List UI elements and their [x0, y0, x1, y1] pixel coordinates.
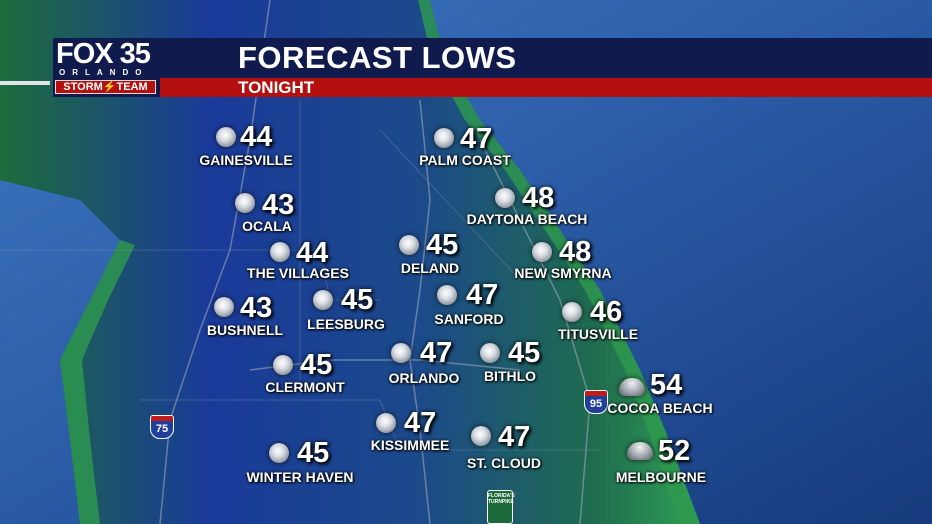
low-temperature: 45 — [508, 337, 541, 369]
low-temperature: 48 — [559, 236, 592, 268]
moon-icon — [434, 128, 454, 148]
moon-icon — [273, 355, 293, 375]
moon-icon — [269, 443, 289, 463]
moon-icon — [399, 235, 419, 255]
city-name: ST. CLOUD — [467, 455, 541, 471]
moon-icon — [437, 285, 457, 305]
low-temperature: 47 — [404, 407, 437, 439]
moon-icon — [216, 127, 236, 147]
partly-cloudy-night-icon — [627, 442, 653, 460]
city-name: CLERMONT — [265, 379, 345, 395]
low-temperature: 45 — [300, 349, 333, 381]
west-coast-strip — [60, 240, 135, 524]
low-temperature: 54 — [650, 369, 683, 401]
low-temperature: 47 — [420, 337, 453, 369]
moon-icon — [480, 343, 500, 363]
page-subtitle: TONIGHT — [238, 78, 315, 97]
low-temperature: 43 — [240, 292, 273, 324]
logo-team: STORM⚡TEAM — [55, 80, 156, 94]
city-name: DELAND — [400, 260, 460, 276]
moon-icon — [235, 193, 255, 213]
subheader-bar — [160, 78, 932, 97]
low-temperature: 44 — [296, 237, 329, 269]
header-bar — [160, 38, 932, 78]
moon-icon — [391, 343, 411, 363]
interstate-shield-icon: 75 — [150, 415, 174, 439]
moon-icon — [214, 297, 234, 317]
city-name: PALM COAST — [419, 152, 511, 168]
coast-strip — [418, 0, 700, 524]
city-name: BITHLO — [483, 368, 537, 384]
logo-station: FOX 35 — [56, 38, 151, 70]
city-name: THE VILLAGES — [247, 265, 349, 281]
city-name: TITUSVILLE — [557, 326, 639, 342]
header-accent-line — [0, 81, 50, 85]
moon-icon — [376, 413, 396, 433]
city-name: SANFORD — [434, 311, 504, 327]
low-temperature: 52 — [658, 435, 691, 467]
city-name: NEW SMYRNA — [514, 265, 612, 281]
low-temperature: 45 — [297, 437, 330, 469]
page-title: FORECAST LOWS — [238, 40, 517, 75]
land — [0, 0, 700, 524]
city-name: ORLANDO — [388, 370, 460, 386]
low-temperature: 45 — [426, 229, 459, 261]
moon-icon — [495, 188, 515, 208]
moon-icon — [313, 290, 333, 310]
station-logo: FOX 35 ORLANDO STORM⚡TEAM — [53, 38, 160, 97]
low-temperature: 47 — [498, 421, 531, 453]
low-temperature: 46 — [590, 296, 623, 328]
city-name: OCALA — [242, 218, 292, 234]
city-name: WINTER HAVEN — [246, 469, 354, 485]
low-temperature: 47 — [466, 279, 499, 311]
low-temperature: 48 — [522, 182, 555, 214]
partly-cloudy-night-icon — [619, 378, 645, 396]
moon-icon — [532, 242, 552, 262]
city-name: GAINESVILLE — [199, 152, 293, 168]
moon-icon — [562, 302, 582, 322]
city-name: MELBOURNE — [615, 469, 707, 485]
city-name: LEESBURG — [307, 316, 385, 332]
logo-city: ORLANDO — [59, 68, 149, 77]
turnpike-sign-icon: FLORIDA'S TURNPIKE — [487, 490, 515, 524]
low-temperature: 44 — [240, 121, 273, 153]
moon-icon — [270, 242, 290, 262]
city-name: BUSHNELL — [206, 322, 284, 338]
low-temperature: 47 — [460, 123, 493, 155]
moon-icon — [471, 426, 491, 446]
low-temperature: 45 — [341, 284, 374, 316]
interstate-shield-icon: 95 — [584, 390, 608, 414]
city-name: COCOA BEACH — [607, 400, 713, 416]
low-temperature: 43 — [262, 189, 295, 221]
city-name: KISSIMMEE — [370, 437, 450, 453]
city-name: DAYTONA BEACH — [466, 211, 588, 227]
